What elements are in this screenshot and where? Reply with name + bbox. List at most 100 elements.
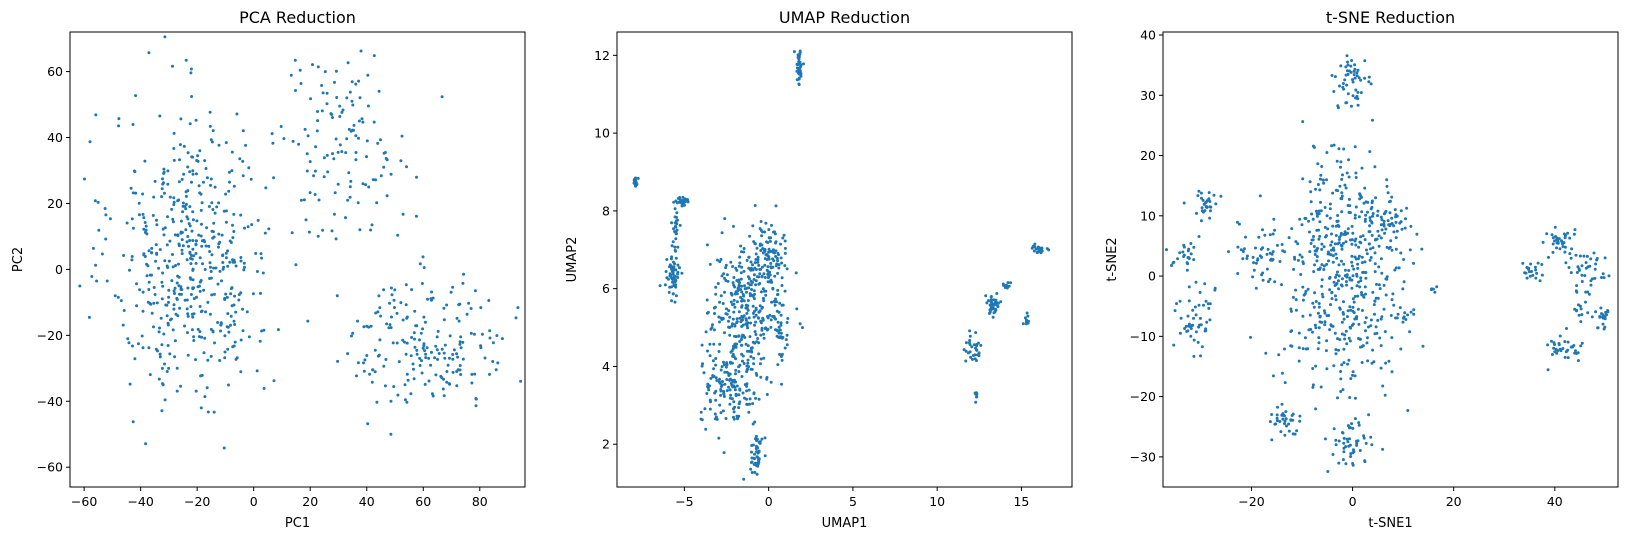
data-point xyxy=(1037,248,1041,252)
data-point xyxy=(152,195,156,199)
data-point xyxy=(186,286,190,290)
data-point xyxy=(239,213,243,217)
data-point xyxy=(1347,175,1351,179)
data-point xyxy=(168,195,172,199)
data-point xyxy=(1368,230,1372,234)
data-point xyxy=(189,305,193,309)
data-point xyxy=(1337,287,1341,291)
data-point xyxy=(1245,254,1249,258)
data-point xyxy=(1297,331,1301,335)
data-point xyxy=(1355,274,1359,278)
data-point xyxy=(349,179,353,183)
data-point xyxy=(757,440,761,444)
data-point xyxy=(358,228,362,232)
data-point xyxy=(418,356,422,360)
data-point xyxy=(740,315,744,318)
data-point xyxy=(1538,279,1542,283)
data-point xyxy=(1360,309,1364,312)
data-point xyxy=(197,233,201,237)
data-point xyxy=(1394,247,1398,251)
data-point xyxy=(1343,183,1347,187)
data-point xyxy=(742,477,746,481)
data-point xyxy=(1349,455,1353,458)
data-point xyxy=(1598,315,1602,318)
data-point xyxy=(1349,377,1353,381)
data-point xyxy=(1371,290,1375,294)
data-point xyxy=(1562,232,1566,236)
data-point xyxy=(167,300,170,304)
data-point xyxy=(230,150,234,154)
data-point xyxy=(1381,384,1385,388)
data-point xyxy=(1204,205,1208,209)
data-point xyxy=(1332,427,1336,431)
data-point xyxy=(743,383,747,387)
data-point xyxy=(473,289,477,293)
data-point xyxy=(794,271,798,275)
data-point xyxy=(184,207,188,211)
data-point xyxy=(1290,227,1294,231)
data-point xyxy=(779,323,783,327)
data-point xyxy=(1173,309,1177,313)
data-point xyxy=(1198,290,1202,294)
data-point xyxy=(217,232,221,236)
data-point xyxy=(190,257,194,261)
data-point xyxy=(1378,287,1382,291)
data-point xyxy=(445,303,449,307)
data-point xyxy=(1245,257,1249,260)
data-point xyxy=(161,177,164,181)
data-point xyxy=(364,183,368,187)
data-point xyxy=(329,112,333,116)
data-point xyxy=(1340,259,1343,263)
data-point xyxy=(1179,316,1183,320)
data-point xyxy=(405,315,409,319)
data-point xyxy=(673,215,677,219)
data-point xyxy=(1195,211,1198,215)
data-point xyxy=(487,299,491,302)
data-point xyxy=(798,69,802,73)
data-point xyxy=(1292,267,1296,271)
data-point xyxy=(1268,233,1272,237)
data-point xyxy=(753,452,757,456)
data-point xyxy=(1298,253,1302,257)
data-point xyxy=(1318,188,1322,192)
data-point xyxy=(754,252,758,256)
data-point xyxy=(1390,336,1394,340)
data-point xyxy=(161,383,165,387)
data-point xyxy=(1314,300,1318,303)
data-point xyxy=(772,230,775,234)
data-point xyxy=(367,325,371,329)
data-point xyxy=(1353,76,1357,80)
data-point xyxy=(974,400,978,404)
data-point xyxy=(766,265,770,269)
data-point xyxy=(194,172,198,176)
data-point xyxy=(1352,300,1356,304)
data-point xyxy=(768,236,772,240)
data-point xyxy=(780,358,784,362)
data-point xyxy=(1334,275,1337,279)
data-point xyxy=(1207,306,1211,310)
data-point xyxy=(237,298,241,302)
data-point xyxy=(1340,284,1344,288)
data-point xyxy=(199,192,203,196)
data-point xyxy=(755,439,758,442)
data-point xyxy=(1283,414,1286,418)
data-point xyxy=(1343,337,1347,341)
data-point xyxy=(768,270,772,274)
data-point xyxy=(184,190,188,194)
data-point xyxy=(1361,234,1365,238)
data-point xyxy=(202,288,206,292)
data-point xyxy=(179,219,183,223)
data-point xyxy=(135,304,139,308)
data-point xyxy=(147,280,151,284)
data-point xyxy=(785,333,789,337)
data-point xyxy=(1392,224,1396,228)
data-point xyxy=(658,284,662,288)
data-point xyxy=(1347,158,1351,162)
data-point xyxy=(1356,97,1360,101)
data-point xyxy=(708,354,712,358)
data-point xyxy=(1035,251,1039,254)
data-point xyxy=(761,296,765,300)
data-point xyxy=(729,260,733,264)
data-point xyxy=(1244,235,1247,239)
